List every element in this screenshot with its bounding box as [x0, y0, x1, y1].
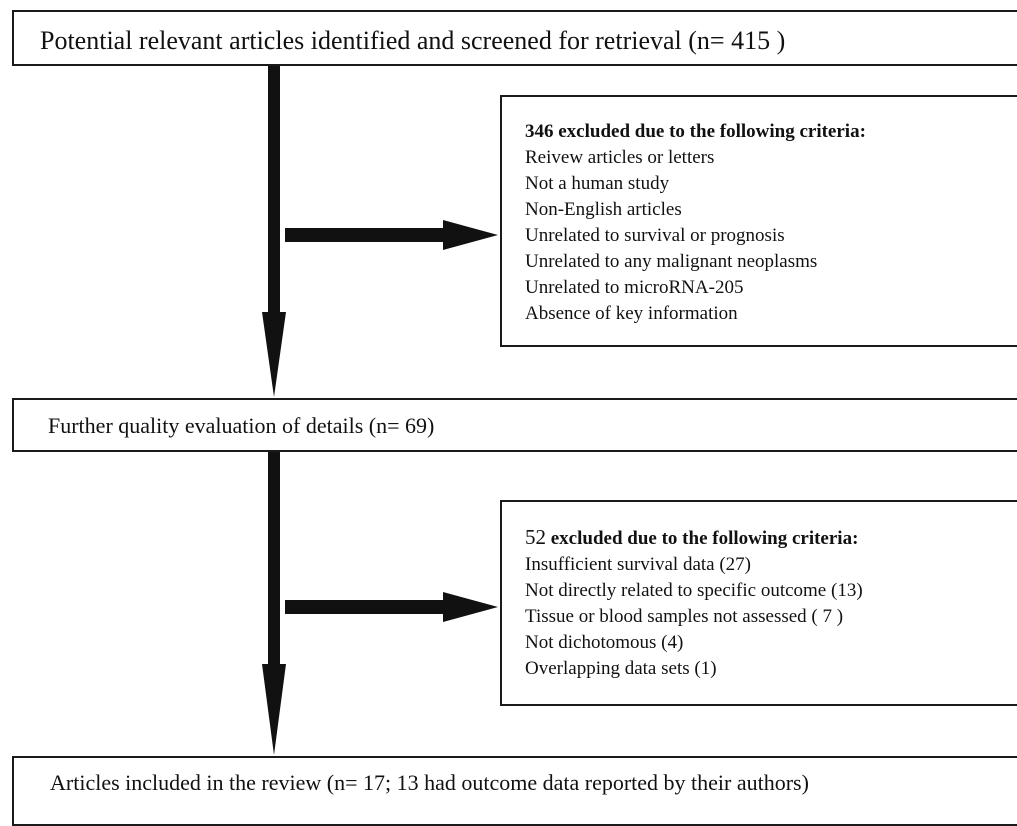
exclusion-2-criterion: Overlapping data sets (1) [525, 658, 717, 679]
included-box: Articles included in the review (n= 17; … [12, 756, 1017, 826]
flow-arrows [262, 66, 498, 755]
main-arrow-shaft-1 [268, 66, 280, 322]
evaluation-box: Further quality evaluation of details (n… [12, 398, 1017, 452]
exclusion-1-count: 346 [525, 121, 554, 142]
exclusion-1-criterion: Not a human study [525, 173, 670, 194]
exclusion-box-1: 346 excluded due to the following criter… [500, 95, 1017, 347]
exclusion-2-criterion: Tissue or blood samples not assessed ( 7… [525, 606, 844, 627]
main-arrow-head-1 [262, 312, 286, 397]
main-arrow-shaft-2 [268, 452, 280, 674]
exclusion-1-criteria-list: Reivew articles or letters Not a human s… [525, 145, 866, 327]
exclusion-2-criterion: Not directly related to specific outcome… [525, 580, 863, 601]
side-arrow-head-2 [443, 592, 498, 622]
exclusion-2-heading: 52 excluded due to the following criteri… [525, 524, 863, 552]
exclusion-1-criterion: Absence of key information [525, 303, 738, 324]
exclusion-1-criterion: Unrelated to microRNA-205 [525, 277, 744, 298]
exclusion-2-criteria-list: Insufficient survival data (27) Not dire… [525, 552, 863, 682]
side-arrow-shaft-1 [285, 228, 445, 242]
side-arrow-shaft-2 [285, 600, 445, 614]
exclusion-1-criterion: Unrelated to any malignant neoplasms [525, 251, 818, 272]
included-label: Articles included in the review (n= 17; … [50, 770, 809, 795]
exclusion-1-criterion: Unrelated to survival or prognosis [525, 225, 785, 246]
side-arrow-head-1 [443, 220, 498, 250]
identified-label: Potential relevant articles identified a… [40, 26, 786, 55]
exclusion-1-criterion: Reivew articles or letters [525, 147, 715, 168]
exclusion-2-heading-text: excluded due to the following criteria: [546, 528, 859, 549]
exclusion-box-2: 52 excluded due to the following criteri… [500, 500, 1017, 706]
evaluation-label: Further quality evaluation of details (n… [48, 413, 435, 438]
exclusion-2-criterion: Not dichotomous (4) [525, 632, 684, 653]
identified-box: Potential relevant articles identified a… [12, 10, 1017, 66]
exclusion-1-heading: 346 excluded due to the following criter… [525, 119, 866, 145]
exclusion-2-criterion: Insufficient survival data (27) [525, 554, 751, 575]
main-arrow-head-2 [262, 664, 286, 755]
exclusion-1-criterion: Non-English articles [525, 199, 682, 220]
exclusion-2-count: 52 [525, 525, 546, 549]
exclusion-1-heading-text: excluded due to the following criteria: [553, 121, 866, 142]
